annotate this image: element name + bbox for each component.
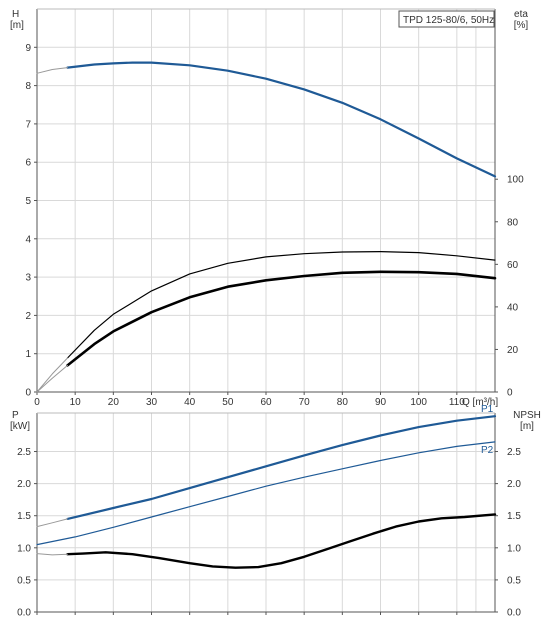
y-tick-label-left: 0 [25, 388, 31, 399]
y-tick-label-right: 60 [507, 260, 519, 271]
y-axis-label-right: eta [514, 9, 528, 20]
series-line [66, 513, 497, 569]
x-tick-label: 100 [410, 397, 427, 408]
series-label-p1: P1 [481, 404, 494, 415]
x-tick-label: 60 [260, 397, 272, 408]
power-npsh-panel: 0.0 0.5 1.0 1.5 2.0 2.5 0.0 0.5 1.0 1.5 2.0 2.5 P[kW… [10, 404, 541, 618]
x-tick-label: 80 [337, 397, 349, 408]
legend-text: TPD 125-80/6, 50Hz [403, 15, 494, 26]
series-line [36, 67, 68, 74]
y-tick-label-right: 0.0 [507, 608, 521, 619]
y-axis-unit-left: [kW] [10, 421, 30, 432]
y-tick-label-right: 0 [507, 388, 513, 399]
y-tick-label-left: 2 [25, 311, 31, 322]
y-tick-label-right: 40 [507, 302, 519, 313]
y-tick-label-left: 5 [25, 196, 31, 207]
y-tick-label-left: 0.0 [17, 608, 31, 619]
series-label-p2: P2 [481, 445, 494, 456]
series-line [36, 518, 68, 528]
series-line [36, 357, 68, 393]
y-tick-label-left: 2.5 [17, 447, 31, 458]
x-tick-label: 20 [108, 397, 120, 408]
y-axis-unit-right: [m] [520, 421, 534, 432]
x-axis-label: Q [m³/h] [462, 397, 498, 408]
y-tick-label-right: 2.5 [507, 447, 521, 458]
y-tick-label-left: 2.0 [17, 479, 31, 490]
x-tick-label: 30 [146, 397, 158, 408]
y-tick-label-left: 1 [25, 349, 31, 360]
x-tick-label: 110 [449, 397, 465, 408]
grid [37, 9, 495, 392]
series-line [36, 364, 68, 393]
y-tick-label-right: 100 [507, 175, 524, 186]
x-tick-label: 10 [70, 397, 82, 408]
x-tick-label: 0 [34, 397, 40, 408]
y-tick-label-left: 0.5 [17, 575, 31, 586]
series-line [66, 251, 496, 359]
series-line [36, 553, 68, 556]
legend-box: TPD 125-80/6, 50Hz [398, 10, 495, 28]
y-tick-label-left: 7 [25, 119, 31, 130]
y-axis-unit-left: [m] [10, 20, 24, 31]
grid [37, 413, 495, 612]
y-axis-label-right: NPSH [513, 410, 541, 421]
y-axis-label-left: H [12, 9, 19, 20]
y-tick-label-right: 80 [507, 217, 519, 228]
y-tick-label-right: 20 [507, 345, 519, 356]
y-tick-label-right: 2.0 [507, 479, 521, 490]
y-axis-unit-right: [%] [514, 20, 529, 31]
y-tick-label-right: 0.5 [507, 575, 521, 586]
x-tick-label: 40 [184, 397, 196, 408]
series-line-p2 [36, 441, 496, 546]
series-line [66, 61, 497, 178]
y-axis-label-left: P [12, 410, 19, 421]
y-tick-label-left: 6 [25, 158, 31, 169]
y-tick-label-left: 1.5 [17, 511, 31, 522]
y-tick-label-left: 8 [25, 81, 31, 92]
y-tick-label-right: 1.0 [507, 543, 521, 554]
series-line [66, 270, 497, 367]
series-line-p1 [66, 415, 497, 521]
legend-frame [398, 10, 495, 28]
x-tick-label: 90 [375, 397, 387, 408]
x-tick-label: 70 [299, 397, 311, 408]
x-tick-label: 50 [222, 397, 234, 408]
y-tick-label-left: 3 [25, 273, 31, 284]
y-tick-label-right: 1.5 [507, 511, 521, 522]
y-tick-label-left: 1.0 [17, 543, 31, 554]
y-tick-label-left: 9 [25, 43, 31, 54]
y-tick-label-left: 4 [25, 234, 31, 245]
